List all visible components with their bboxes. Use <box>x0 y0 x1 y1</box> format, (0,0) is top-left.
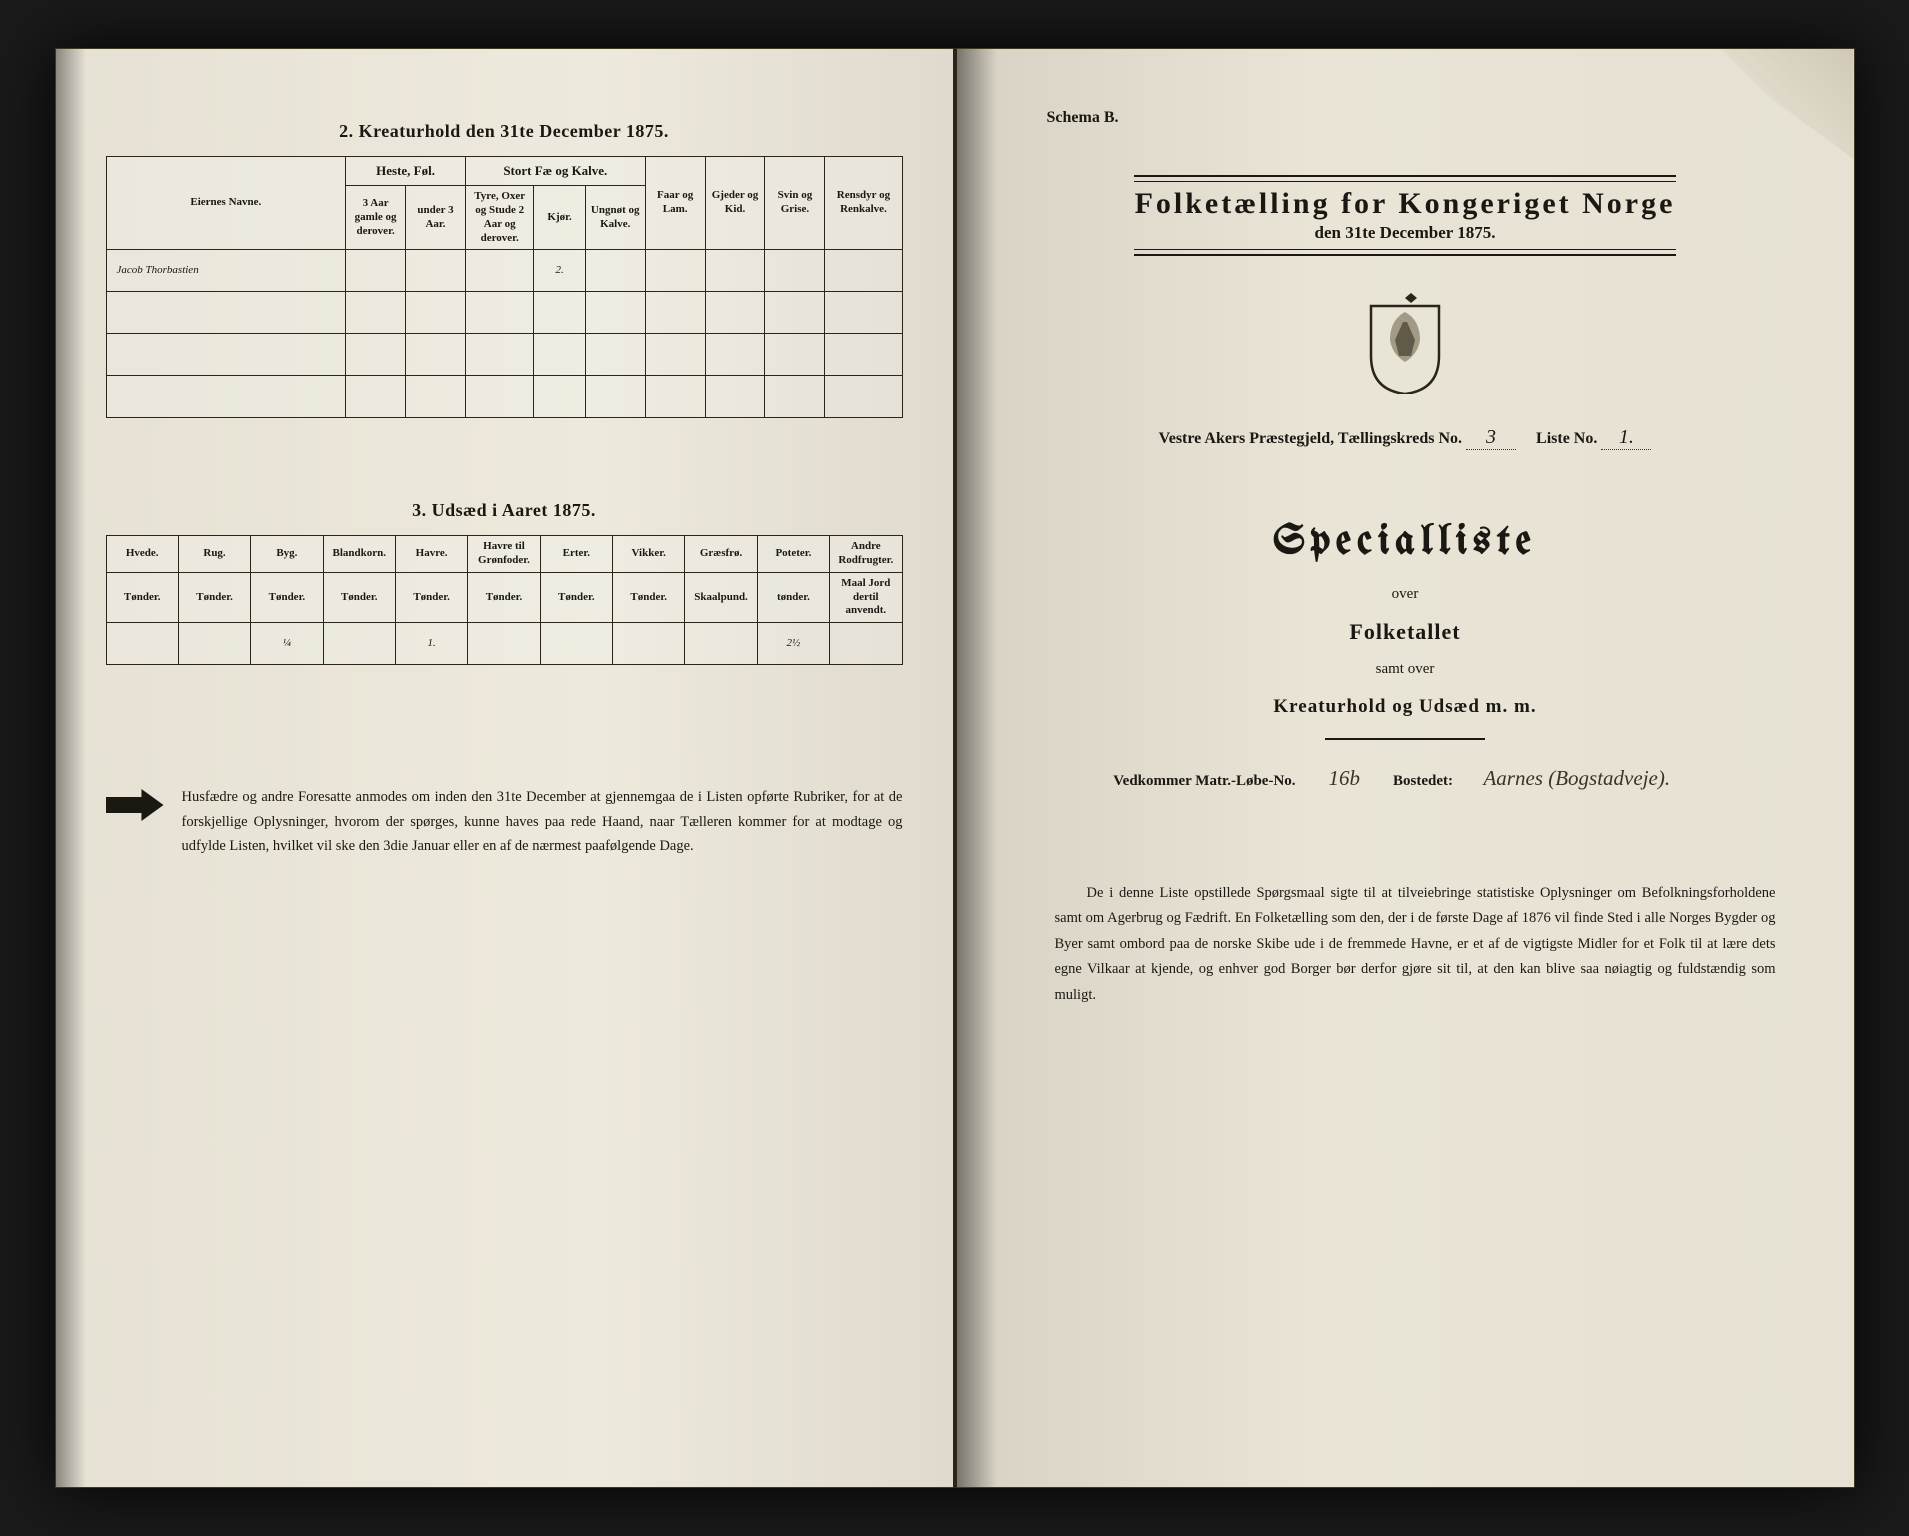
col-owner: Eiernes Navne. <box>106 157 346 250</box>
c7: Erter. <box>540 536 612 573</box>
liste-label: Liste No. <box>1536 430 1597 447</box>
c11: Andre Rodfrugter. <box>830 536 902 573</box>
col-bulls: Tyre, Oxer og Stude 2 Aar og derover. <box>465 186 533 250</box>
u10: tønder. <box>757 572 829 622</box>
col-reindeer: Rensdyr og Renkalve. <box>825 157 902 250</box>
liste-no: 1. <box>1601 426 1651 450</box>
bosted-label: Bostedet: <box>1393 773 1453 789</box>
matr-no: 16b <box>1299 766 1389 791</box>
table-row: Jacob Thorbastien 2. <box>106 250 902 292</box>
coat-of-arms-icon <box>1361 292 1449 394</box>
grp-horses: Heste, Føl. <box>346 157 466 186</box>
bottom-paragraph: De i denne Liste opstillede Spørgsmaal s… <box>1007 881 1804 1008</box>
district-line: Vestre Akers Præstegjeld, Tællingskreds … <box>1007 426 1804 450</box>
subtitle: den 31te December 1875. <box>1007 223 1804 243</box>
c4: Blandkorn. <box>323 536 395 573</box>
u6: Tønder. <box>468 572 540 622</box>
col-goats: Gjeder og Kid. <box>705 157 765 250</box>
col-horse-young: under 3 Aar. <box>406 186 466 250</box>
c5: Havre. <box>395 536 467 573</box>
kreds-no: 3 <box>1466 426 1516 450</box>
col-pigs: Svin og Grise. <box>765 157 825 250</box>
book-spread: 2. Kreaturhold den 31te December 1875. E… <box>55 48 1855 1488</box>
schema-label: Schema B. <box>1047 109 1804 127</box>
specialliste-title: Specialliste <box>1007 520 1804 564</box>
main-title: Folketælling for Kongeriget Norge <box>1007 187 1804 221</box>
table-row <box>106 334 902 376</box>
title-block: Folketælling for Kongeriget Norge den 31… <box>1007 175 1804 256</box>
cows-val: 2. <box>534 250 585 292</box>
byg-val: ¼ <box>251 623 323 665</box>
table-row <box>106 376 902 418</box>
c2: Rug. <box>178 536 250 573</box>
owner-name: Jacob Thorbastien <box>106 250 346 292</box>
c1: Hvede. <box>106 536 178 573</box>
table-row: ¼ 1. 2½ <box>106 623 902 665</box>
u9: Skaalpund. <box>685 572 757 622</box>
u2: Tønder. <box>178 572 250 622</box>
page-fold <box>1704 49 1854 159</box>
notice-block: Husfædre og andre Foresatte anmodes om i… <box>106 785 903 859</box>
c9: Græsfrø. <box>685 536 757 573</box>
right-page: Schema B. Folketælling for Kongeriget No… <box>955 48 1855 1488</box>
poteter-val: 2½ <box>757 623 829 665</box>
table-row <box>106 292 902 334</box>
u11: Maal Jord dertil anvendt. <box>830 572 902 622</box>
col-horse-old: 3 Aar gamle og derover. <box>346 186 406 250</box>
left-page: 2. Kreaturhold den 31te December 1875. E… <box>55 48 955 1488</box>
c8: Vikker. <box>613 536 685 573</box>
matr-line: Vedkommer Matr.-Løbe-No. 16b Bostedet: A… <box>1007 766 1804 791</box>
u3: Tønder. <box>251 572 323 622</box>
u8: Tønder. <box>613 572 685 622</box>
c6: Havre til Grønfoder. <box>468 536 540 573</box>
u7: Tønder. <box>540 572 612 622</box>
c3: Byg. <box>251 536 323 573</box>
u5: Tønder. <box>395 572 467 622</box>
over-label: over <box>1007 586 1804 603</box>
section3-header: 3. Udsæd i Aaret 1875. <box>106 500 903 521</box>
col-sheep: Faar og Lam. <box>645 157 705 250</box>
kreatur-label: Kreaturhold og Udsæd m. m. <box>1007 696 1804 718</box>
havre-val: 1. <box>395 623 467 665</box>
district-prefix: Vestre Akers Præstegjeld, Tællingskreds … <box>1159 430 1462 447</box>
grp-cattle: Stort Fæ og Kalve. <box>465 157 645 186</box>
section2-header: 2. Kreaturhold den 31te December 1875. <box>106 121 903 142</box>
notice-text: Husfædre og andre Foresatte anmodes om i… <box>182 785 903 859</box>
u1: Tønder. <box>106 572 178 622</box>
livestock-table: Eiernes Navne. Heste, Føl. Stort Fæ og K… <box>106 156 903 418</box>
col-cows: Kjør. <box>534 186 585 250</box>
c10: Poteter. <box>757 536 829 573</box>
u4: Tønder. <box>323 572 395 622</box>
col-calves: Ungnøt og Kalve. <box>585 186 645 250</box>
samt-over-label: samt over <box>1007 661 1804 678</box>
seed-table: Hvede. Rug. Byg. Blandkorn. Havre. Havre… <box>106 535 903 665</box>
bosted-value: Aarnes (Bogstadveje). <box>1457 766 1697 791</box>
folketallet-label: Folketallet <box>1007 619 1804 645</box>
pointing-hand-icon <box>106 789 164 821</box>
matr-label: Vedkommer Matr.-Løbe-No. <box>1113 773 1295 789</box>
